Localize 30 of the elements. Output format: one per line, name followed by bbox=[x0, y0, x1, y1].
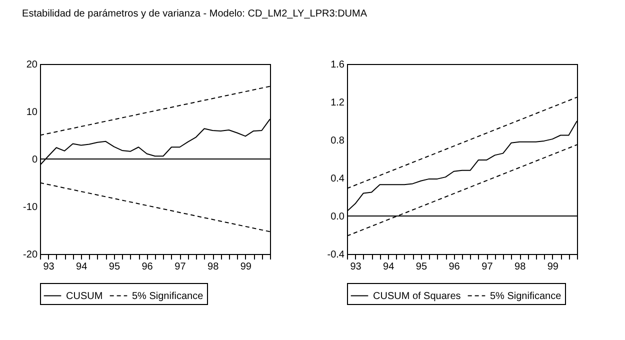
legend-label: CUSUM of Squares bbox=[373, 290, 461, 302]
chart-title: Estabilidad de parámetros y de varianza - Modelo: CD_LM2_LY_LPR3:DUMA bbox=[22, 8, 368, 20]
x-tick-label: 93 bbox=[43, 262, 55, 272]
x-tick-label: 97 bbox=[174, 262, 186, 272]
y-tick-label: 1.2 bbox=[330, 98, 345, 108]
y-tick-label: 0.8 bbox=[330, 136, 345, 146]
x-tick-label: 98 bbox=[514, 262, 526, 272]
x-tick-label: 94 bbox=[76, 262, 88, 272]
y-tick-label: 0.0 bbox=[330, 212, 345, 222]
y-tick-label: 0.4 bbox=[330, 174, 345, 184]
legend-label: 5% Significance bbox=[132, 290, 204, 302]
y-tick-label: -10 bbox=[23, 202, 38, 213]
y-tick-label: -0.4 bbox=[327, 250, 345, 260]
x-tick-label: 99 bbox=[547, 262, 559, 272]
y-tick-label: 10 bbox=[26, 107, 38, 118]
x-tick-label: 99 bbox=[240, 262, 252, 272]
y-tick-label: 1.6 bbox=[330, 60, 345, 70]
x-tick-label: 94 bbox=[383, 262, 395, 272]
legend-label: CUSUM bbox=[66, 290, 103, 302]
y-tick-label: 20 bbox=[26, 60, 38, 70]
x-tick-label: 97 bbox=[482, 262, 494, 272]
x-tick-label: 95 bbox=[416, 262, 428, 272]
x-tick-label: 96 bbox=[448, 262, 460, 272]
x-tick-label: 98 bbox=[208, 262, 220, 272]
legend-label: 5% Significance bbox=[490, 290, 562, 302]
y-tick-label: -20 bbox=[23, 250, 38, 260]
x-tick-label: 95 bbox=[108, 262, 120, 272]
y-tick-label: 0 bbox=[32, 154, 38, 166]
x-tick-label: 96 bbox=[142, 262, 154, 272]
x-tick-label: 93 bbox=[350, 262, 362, 272]
